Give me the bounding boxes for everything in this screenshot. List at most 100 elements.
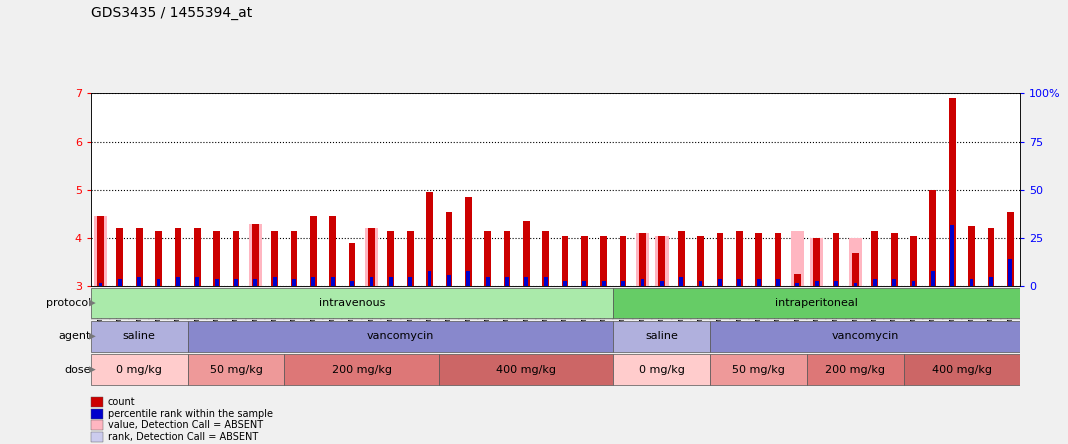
Bar [834,281,838,286]
Bar [439,289,458,320]
Text: saline: saline [123,331,156,341]
Bar [233,231,239,286]
Text: GSM189073: GSM189073 [581,290,587,333]
Bar [768,289,787,320]
Bar [796,282,799,286]
Bar [849,238,862,286]
Bar [343,289,362,320]
Text: GSM189050: GSM189050 [175,290,180,333]
Text: protocol: protocol [46,298,91,308]
Text: GSM189051: GSM189051 [194,290,200,333]
Bar [136,229,142,286]
FancyBboxPatch shape [91,288,613,318]
Bar [988,229,994,286]
Text: GSM189087: GSM189087 [852,290,859,333]
Text: GDS3435 / 1455394_at: GDS3435 / 1455394_at [91,6,252,20]
Bar [655,236,669,286]
Bar [679,277,684,286]
Text: GSM189093: GSM189093 [969,290,974,333]
Bar [871,231,878,286]
Bar [194,229,201,286]
Text: GSM189053: GSM189053 [233,290,239,333]
Bar [1007,211,1014,286]
Text: value, Detection Call = ABSENT: value, Detection Call = ABSENT [108,420,263,430]
Text: GSM189062: GSM189062 [388,290,394,333]
Text: vancomycin: vancomycin [831,331,899,341]
Text: GSM189094: GSM189094 [988,290,994,333]
Bar [575,289,594,320]
Text: GSM189075: GSM189075 [621,290,626,333]
Text: 400 mg/kg: 400 mg/kg [497,365,556,375]
Bar [969,226,975,286]
Bar [710,289,729,320]
Bar [400,289,420,320]
Bar [116,229,123,286]
Text: GSM189066: GSM189066 [466,290,471,333]
Bar [536,289,555,320]
Text: percentile rank within the sample: percentile rank within the sample [108,409,272,419]
Bar [736,231,742,286]
FancyBboxPatch shape [807,354,904,385]
Bar [594,289,613,320]
Bar [323,289,343,320]
Text: GSM189086: GSM189086 [833,290,839,333]
Bar [215,279,219,286]
Bar [672,289,691,320]
Text: GSM189045: GSM189045 [97,290,104,333]
Bar [635,233,649,286]
Bar [284,289,303,320]
Bar [252,224,258,286]
Bar [117,279,122,286]
Bar [660,281,663,286]
Bar [912,281,915,286]
Bar [544,277,548,286]
Text: GSM189074: GSM189074 [601,290,607,333]
Bar [97,216,104,286]
Text: GSM189089: GSM189089 [891,290,897,333]
Text: GSM189082: GSM189082 [756,290,761,333]
Text: GSM189090: GSM189090 [911,290,916,333]
Text: 200 mg/kg: 200 mg/kg [332,365,392,375]
Bar [659,236,665,286]
Bar [563,281,567,286]
Text: GSM189064: GSM189064 [426,290,433,333]
Bar [810,238,823,286]
Bar [265,289,284,320]
Bar [989,277,993,286]
Text: GSM189079: GSM189079 [697,290,704,333]
Text: GSM189056: GSM189056 [292,290,297,333]
Text: GSM189055: GSM189055 [271,290,278,333]
Bar [776,279,780,286]
Bar [555,289,575,320]
Bar [853,282,858,286]
Bar [176,277,179,286]
Bar [815,281,818,286]
Bar [504,231,511,286]
FancyBboxPatch shape [439,354,613,385]
Bar [157,279,160,286]
Bar [174,229,182,286]
Bar [970,279,973,286]
Bar [904,289,923,320]
Text: saline: saline [645,331,678,341]
Bar [718,279,722,286]
Bar [948,98,956,286]
Bar [195,277,199,286]
Bar [543,231,549,286]
Text: GSM189072: GSM189072 [562,290,568,333]
Bar [581,236,587,286]
Text: GSM189071: GSM189071 [543,290,549,333]
Bar [846,289,865,320]
Text: GSM189058: GSM189058 [330,290,335,333]
Text: intravenous: intravenous [319,298,386,308]
Bar [408,277,412,286]
Bar [427,271,431,286]
Bar [600,236,607,286]
Bar [362,289,381,320]
Bar [272,277,277,286]
Text: GSM189095: GSM189095 [1007,290,1014,333]
Bar [388,231,394,286]
Bar [364,229,378,286]
Text: GSM189085: GSM189085 [814,290,819,333]
Bar [795,282,800,286]
